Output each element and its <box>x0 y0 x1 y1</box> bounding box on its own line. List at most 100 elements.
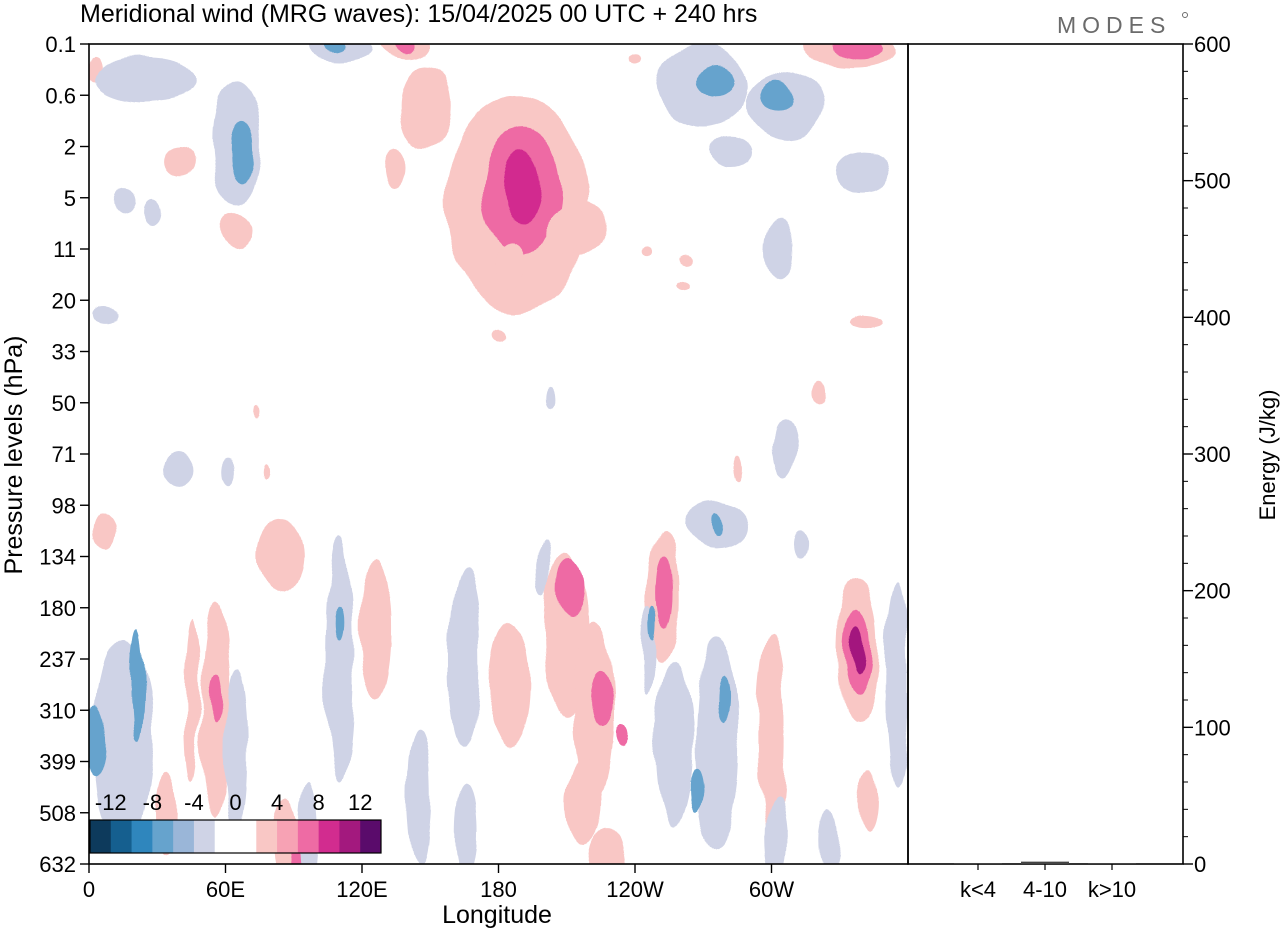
contour-blob <box>91 307 119 324</box>
contour-blob <box>546 387 556 408</box>
energy-axis-label: Energy (J/kg) <box>1255 390 1280 521</box>
contour-blob <box>860 771 879 834</box>
contour-blob <box>885 582 908 788</box>
contour-blob <box>325 536 353 782</box>
colorbar-swatch <box>131 820 153 853</box>
contour-blob <box>835 151 890 193</box>
heatmap-contours <box>89 44 908 864</box>
x-tick-label: 120E <box>336 877 387 902</box>
colorbar-swatch <box>339 820 361 853</box>
y-tick-label: 33 <box>52 340 76 365</box>
colorbar: -12 -8 -4 0 4 8 12 <box>89 790 382 854</box>
contour-blob <box>111 190 135 216</box>
energy-category-label: 4-10 <box>1023 877 1067 902</box>
energy-tick-label: 500 <box>1194 169 1231 194</box>
energy-axis: 0 100 200 300 400 500 600 <box>1183 32 1231 877</box>
contour-blob <box>678 279 692 290</box>
contour-blob <box>251 405 259 421</box>
y-tick-label: 20 <box>52 288 76 313</box>
contour-blob <box>260 461 268 478</box>
energy-bars: k<4 4-10 k>10 <box>954 861 1136 902</box>
colorbar-label: 0 <box>229 790 241 815</box>
contour-blob <box>832 44 883 60</box>
contour-blob <box>616 723 631 749</box>
contour-blob <box>548 202 608 255</box>
energy-category-label: k>10 <box>1088 877 1136 902</box>
contour-blob <box>819 807 838 864</box>
colorbar-swatch <box>110 820 133 853</box>
x-tick-label: 60W <box>749 877 794 902</box>
contour-blob <box>589 828 626 864</box>
contour-blob <box>455 787 479 864</box>
heatmap-plot <box>89 44 908 864</box>
energy-tick-label: 200 <box>1194 579 1231 604</box>
y-tick-label: 0.1 <box>45 32 76 57</box>
contour-blob <box>257 520 303 593</box>
modes-logo: MODES <box>1057 12 1171 38</box>
contour-blob <box>757 633 786 839</box>
contour-blob <box>853 314 886 328</box>
contour-blob <box>732 456 742 483</box>
energy-bar <box>1021 861 1069 864</box>
y-axis-label: Pressure levels (hPa) <box>0 336 28 575</box>
colorbar-label: -8 <box>143 790 163 815</box>
colorbar-label: -4 <box>184 790 204 815</box>
energy-tick-label: 600 <box>1194 32 1231 57</box>
y-tick-label: 508 <box>39 801 76 826</box>
colorbar-label: 8 <box>313 790 325 815</box>
energy-tick-label: 400 <box>1194 305 1231 330</box>
contour-blob <box>694 64 736 96</box>
contour-blob <box>628 54 642 65</box>
contour-blob <box>164 146 196 178</box>
pressure-axis: 0.1 0.6 2 5 11 20 33 50 71 98 134 180 237 310 399 508 63… <box>39 32 89 877</box>
y-tick-label: 98 <box>52 493 76 518</box>
y-tick-label: 310 <box>39 698 76 723</box>
contour-blob <box>689 769 704 816</box>
contour-blob <box>656 556 673 629</box>
contour-blob <box>93 512 117 549</box>
colorbar-swatch <box>214 820 236 853</box>
contour-blob <box>573 243 583 255</box>
x-tick-label: 60E <box>206 877 245 902</box>
colorbar-label: 4 <box>271 790 283 815</box>
contour-blob <box>762 79 795 111</box>
y-tick-label: 134 <box>39 545 76 570</box>
chart-title: Meridional wind (MRG waves): 15/04/2025 … <box>80 0 757 28</box>
contour-blob <box>566 761 604 844</box>
contour-blob <box>791 530 806 562</box>
contour-blob <box>491 329 506 343</box>
contour-blob <box>589 671 613 729</box>
longitude-axis: 0 60E 120E 180 120W 60W <box>83 864 794 902</box>
contour-blob <box>305 44 374 62</box>
colorbar-swatch <box>360 820 382 853</box>
contour-blob <box>407 725 431 859</box>
y-tick-label: 50 <box>52 391 76 416</box>
contour-blob <box>557 556 585 618</box>
y-tick-label: 0.6 <box>45 83 76 108</box>
y-tick-label: 5 <box>64 186 76 211</box>
y-tick-label: 180 <box>39 596 76 621</box>
y-tick-label: 237 <box>39 647 76 672</box>
colorbar-frame <box>89 819 382 854</box>
contour-blob <box>232 120 256 183</box>
x-tick-label: 0 <box>83 877 95 902</box>
contour-blob <box>89 705 108 777</box>
y-tick-label: 632 <box>39 852 76 877</box>
contour-blob <box>503 151 540 224</box>
contour-blob <box>773 423 797 475</box>
colorbar-label: -12 <box>95 790 127 815</box>
contour-blob <box>708 515 721 536</box>
contour-blob <box>334 607 344 639</box>
contour-blob <box>384 146 408 188</box>
contour-blob <box>223 456 237 483</box>
contour-blob <box>93 56 199 103</box>
colorbar-swatch <box>193 820 216 853</box>
contour-blob <box>493 241 526 288</box>
y-tick-label: 399 <box>39 750 76 775</box>
contour-blob <box>710 136 752 167</box>
contour-blob <box>489 620 531 749</box>
contour-blob <box>186 618 201 782</box>
contour-blob <box>210 676 223 724</box>
contour-blob <box>694 633 740 849</box>
energy-bar <box>1088 863 1136 864</box>
